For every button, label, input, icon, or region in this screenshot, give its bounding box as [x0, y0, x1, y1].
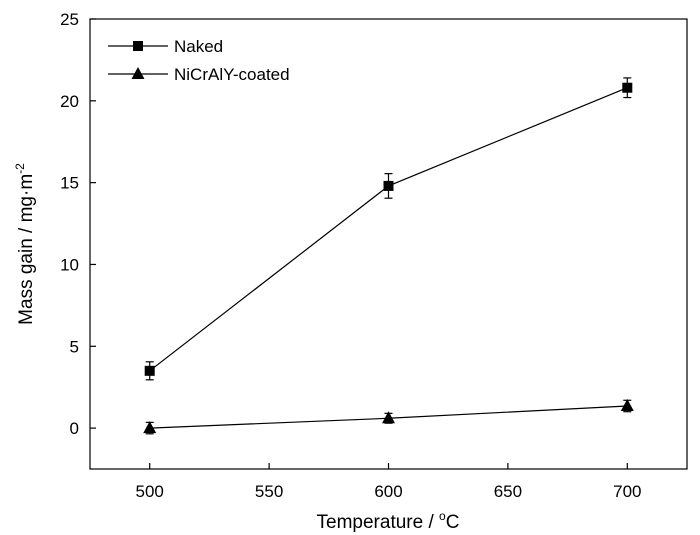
legend-marker-triangle: [131, 67, 145, 79]
x-tick-label-650: 650: [494, 482, 522, 501]
data-point-square-500: [144, 365, 155, 376]
data-point-square-600: [383, 180, 394, 191]
y-tick-label-0: 0: [70, 419, 79, 438]
y-tick-label-10: 10: [60, 255, 79, 274]
x-tick-label-600: 600: [374, 482, 402, 501]
x-axis-unit: C: [446, 512, 460, 533]
x-axis-unit-prefix: o: [439, 509, 446, 523]
y-tick-label-5: 5: [70, 337, 79, 356]
data-point-triangle-500: [143, 421, 157, 434]
legend-marker-square: [133, 41, 143, 51]
y-axis-title-text: Mass gain / mg·m: [16, 174, 37, 325]
y-tick-label-25: 25: [60, 10, 79, 29]
series-triangle: [143, 399, 634, 435]
series-layer: [143, 77, 634, 435]
series-line-square: [149, 87, 628, 372]
y-tick-label-20: 20: [60, 92, 79, 111]
legend-label-square: Naked: [174, 37, 223, 56]
x-tick-label-550: 550: [255, 482, 283, 501]
series-square: [144, 77, 633, 381]
y-tick-label-15: 15: [60, 174, 79, 193]
legend-label-triangle: NiCrAlY-coated: [174, 65, 290, 84]
data-point-triangle-700: [620, 399, 634, 411]
x-tick-label-500: 500: [136, 482, 164, 501]
y-axis-unit-superscript: -2: [13, 163, 27, 174]
plot-frame: [89, 18, 688, 470]
legend: Naked NiCrAlY-coated: [108, 37, 290, 84]
x-axis-title-text: Temperature /: [317, 512, 440, 533]
x-tick-label-700: 700: [613, 482, 641, 501]
data-point-square-700: [622, 82, 633, 93]
axis-ticks: 500 550 600 650 700 0 5 10 15 20 25: [60, 10, 641, 501]
y-axis-title: Mass gain / mg·m-2: [13, 163, 37, 325]
data-point-triangle-600: [382, 411, 395, 424]
x-axis-title: Temperature / oC: [317, 509, 460, 533]
